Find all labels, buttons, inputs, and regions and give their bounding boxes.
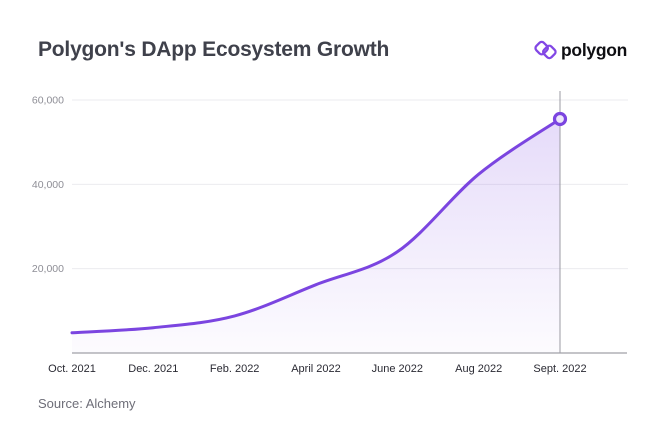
x-axis-tick-label: Aug 2022: [455, 363, 502, 375]
growth-line: [70, 117, 562, 335]
endpoint-marker: [552, 111, 568, 127]
x-axis-tick-label: Feb. 2022: [210, 363, 260, 375]
x-axis-tick-label: Sept. 2022: [533, 363, 586, 375]
page-title: Polygon's DApp Ecosystem Growth: [38, 38, 390, 61]
polygon-logo-wordmark: polygon: [561, 39, 627, 60]
polygon-logo-icon: [534, 40, 557, 59]
polygon-logo: polygon: [534, 39, 627, 62]
growth-line-layer: [70, 111, 568, 335]
source-caption: Source: Alchemy: [38, 396, 136, 411]
header: Polygon's DApp Ecosystem Growth polygon: [38, 34, 627, 66]
x-axis-tick-label: Oct. 2021: [48, 363, 96, 375]
y-axis-tick-label: 60,000: [32, 95, 64, 107]
x-axis-tick-label: April 2022: [291, 363, 341, 375]
axis-labels-layer: 20,000 40,000 60,000 Oct. 2021 Dec. 2021 Feb.…: [32, 95, 587, 376]
reference-line-layer: [72, 91, 627, 354]
x-axis-tick-label: Dec. 2021: [128, 363, 178, 375]
y-axis-tick-label: 20,000: [32, 263, 64, 275]
area-fill-layer: [72, 118, 560, 353]
area-fill: [72, 118, 560, 353]
x-axis-tick-label: June 2022: [372, 363, 423, 375]
y-axis-tick-label: 40,000: [32, 179, 64, 191]
